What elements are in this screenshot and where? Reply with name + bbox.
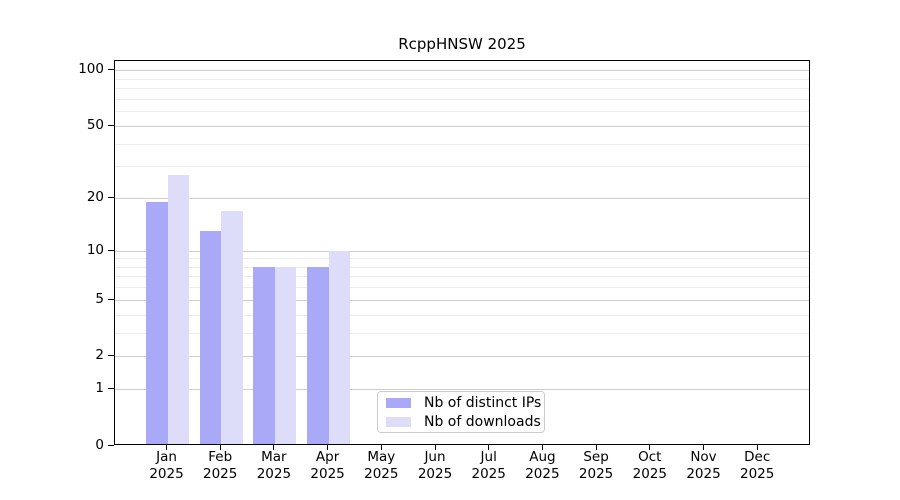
major-gridline-100: [115, 70, 809, 72]
x-tick-label-sep: Sep 2025: [578, 449, 614, 482]
x-tickmark-jun: [434, 445, 436, 450]
x-tick-label-aug: Aug 2025: [525, 449, 560, 482]
x-tick-label-jun: Jun 2025: [417, 449, 453, 482]
x-tick-label-feb: Feb 2025: [203, 449, 238, 482]
y-tick-label-100: 100: [78, 61, 104, 78]
minor-gridline-90: [115, 78, 809, 80]
plot-area: [114, 60, 810, 445]
x-tickmark-dec: [756, 445, 758, 450]
minor-gridline-60: [115, 111, 809, 113]
x-tick-label-apr: Apr 2025: [310, 449, 345, 482]
y-tickmark-20: [108, 196, 114, 198]
minor-gridline-3: [115, 332, 809, 334]
x-tick-label-jul: Jul 2025: [471, 449, 506, 482]
legend-swatch-downloads: [386, 416, 411, 427]
minor-gridline-7: [115, 276, 809, 278]
legend-label-downloads: Nb of downloads: [424, 413, 541, 430]
chart-title: RcppHNSW 2025: [398, 35, 526, 53]
minor-gridline-6: [115, 287, 809, 289]
bar-mar-downloads: [274, 267, 297, 444]
x-tick-label-mar: Mar 2025: [256, 449, 292, 482]
y-tick-label-1: 1: [95, 380, 104, 397]
x-tick-label-may: May 2025: [364, 449, 399, 482]
minor-gridline-30: [115, 166, 809, 168]
major-gridline-1: [115, 389, 809, 391]
y-tick-label-50: 50: [86, 116, 104, 133]
bar-jan-downloads: [167, 175, 189, 444]
bar-feb-downloads: [221, 211, 243, 444]
legend-item-downloads: Nb of downloads: [386, 414, 541, 430]
legend-label-distinct-ips: Nb of distinct IPs: [424, 394, 542, 411]
minor-gridline-4: [115, 314, 809, 316]
x-tickmark-sep: [595, 445, 597, 450]
y-tick-label-10: 10: [86, 241, 104, 258]
y-tick-label-2: 2: [95, 347, 104, 364]
major-gridline-20: [115, 197, 809, 199]
bar-apr-downloads: [328, 251, 351, 444]
x-tickmark-aug: [541, 445, 543, 450]
y-tick-label-20: 20: [86, 188, 104, 205]
y-tickmark-100: [108, 69, 114, 71]
minor-gridline-80: [115, 88, 809, 90]
y-tickmark-2: [108, 355, 114, 357]
major-gridline-50: [115, 125, 809, 127]
y-tick-label-0: 0: [95, 436, 104, 453]
y-tickmark-50: [108, 124, 114, 126]
legend-swatch-distinct-ips: [386, 397, 411, 408]
y-tickmark-10: [108, 249, 114, 251]
x-tickmark-mar: [273, 445, 275, 450]
minor-gridline-40: [115, 143, 809, 145]
y-tickmark-5: [108, 298, 114, 300]
minor-gridline-9: [115, 258, 809, 260]
x-tickmark-feb: [219, 445, 221, 450]
minor-gridline-70: [115, 98, 809, 100]
x-tickmark-may: [380, 445, 382, 450]
y-tick-label-5: 5: [95, 290, 104, 307]
bar-apr-distinct-ips: [307, 267, 329, 444]
x-tick-label-nov: Nov 2025: [686, 449, 721, 482]
major-gridline-10: [115, 250, 809, 252]
major-gridline-2: [115, 356, 809, 358]
y-tickmark-0: [108, 444, 114, 446]
major-gridline-5: [115, 299, 809, 301]
x-tickmark-oct: [649, 445, 651, 450]
x-tick-label-dec: Dec 2025: [740, 449, 775, 482]
x-tickmark-apr: [327, 445, 329, 450]
x-tickmark-jan: [166, 445, 167, 450]
minor-gridline-8: [115, 266, 809, 268]
x-tick-label-jan: Jan 2025: [149, 449, 184, 482]
bar-mar-distinct-ips: [253, 267, 275, 444]
x-tickmark-nov: [703, 445, 704, 450]
legend: Nb of distinct IPs Nb of downloads: [377, 391, 545, 433]
y-tickmark-1: [108, 388, 114, 390]
bar-jan-distinct-ips: [146, 202, 168, 444]
x-tick-label-oct: Oct 2025: [632, 449, 667, 482]
legend-item-distinct-ips: Nb of distinct IPs: [386, 395, 541, 411]
bar-feb-distinct-ips: [199, 231, 222, 444]
x-tickmark-jul: [488, 445, 490, 450]
